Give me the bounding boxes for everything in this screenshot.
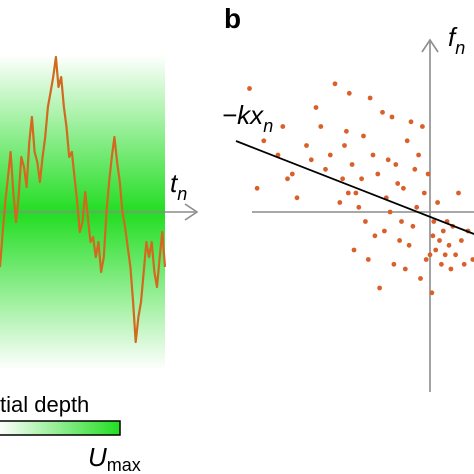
y-axis-label: fn (448, 22, 465, 58)
scatter-point (437, 238, 442, 243)
scatter-point (423, 257, 429, 262)
scatter-point (323, 166, 328, 172)
scatter-point (372, 233, 378, 239)
panel-a: tn tial depth Umax (0, 55, 199, 474)
scatter-point (427, 252, 433, 258)
scatter-point (382, 228, 387, 234)
scatter-point (351, 247, 357, 253)
scatter-point (414, 204, 420, 210)
scatter-point (397, 238, 402, 243)
fit-line (235, 140, 474, 235)
scatter-point (280, 124, 286, 129)
scatter-point (318, 124, 324, 129)
scatter-point (377, 285, 382, 291)
scatter-point (421, 190, 427, 196)
scatter-point (453, 252, 458, 258)
scatter-point (385, 157, 391, 163)
scatter-point (393, 162, 399, 167)
scatter-point (387, 209, 393, 215)
scatter-point (433, 247, 439, 253)
colorbar-title: tial depth (0, 392, 89, 417)
scatter-point (359, 176, 364, 182)
scatter-point (389, 114, 395, 120)
scatter-point (367, 95, 373, 101)
scatter-point (402, 266, 408, 272)
scatter-point (391, 261, 397, 267)
scatter-point (361, 133, 366, 139)
panel-a-time-axis-arrow (184, 203, 199, 221)
scatter-point (346, 90, 352, 96)
scatter-point (308, 157, 314, 163)
scatter-point (448, 266, 454, 272)
scatter-point (313, 105, 319, 110)
scatter-point (410, 223, 416, 229)
scatter-point (304, 143, 309, 148)
scatter-point (363, 219, 368, 224)
scatter-point (456, 190, 461, 196)
scatter-point (459, 238, 464, 243)
scatter-point (442, 252, 448, 258)
scatter-point (380, 109, 385, 115)
panel-b: b fn −kxn (222, 3, 474, 392)
scatter-point (395, 181, 401, 186)
force-trace-line (0, 55, 167, 344)
scatter-point (327, 152, 333, 158)
scatter-point (416, 152, 421, 158)
scatter-point (401, 185, 406, 191)
scatter-point (337, 200, 343, 205)
scatter-point (340, 176, 345, 182)
scatter-point (425, 171, 431, 177)
scatter-point (353, 190, 359, 196)
scatter-point (431, 219, 437, 224)
scatter-point (440, 228, 446, 234)
scatter-points (247, 81, 474, 296)
scatter-point (342, 143, 347, 148)
scatter-point (461, 261, 467, 267)
scatter-point (399, 219, 404, 224)
scatter-point (254, 185, 260, 191)
scatter-point (446, 242, 452, 248)
panel-b-y-axis-arrow (421, 38, 439, 53)
scatter-point (289, 171, 295, 177)
scatter-point (332, 81, 338, 87)
scatter-point (439, 261, 444, 267)
scatter-point (430, 233, 436, 239)
scatter-point (420, 124, 425, 129)
scatter-point (370, 152, 376, 158)
scatter-point (349, 162, 355, 167)
scatter-point (375, 171, 381, 177)
scatter-point (406, 242, 412, 248)
scatter-point (412, 166, 418, 172)
time-axis-label: tn (170, 168, 187, 204)
scatter-point (404, 138, 410, 144)
scatter-point (365, 257, 371, 262)
scatter-point (435, 200, 440, 205)
panel-b-letter: b (224, 3, 241, 34)
scatter-point (429, 290, 435, 296)
scatter-point (345, 190, 351, 196)
fit-line-label: −kxn (222, 100, 273, 136)
scatter-point (418, 276, 423, 281)
scatter-point (261, 138, 267, 144)
scatter-point (294, 195, 300, 201)
scatter-point (356, 204, 362, 210)
colorbar (0, 420, 121, 436)
scatter-point (408, 119, 414, 125)
colorbar-max-label: Umax (88, 442, 141, 474)
scatter-point (247, 86, 252, 91)
scatter-point (344, 128, 349, 134)
scatter-point (470, 257, 474, 262)
scatter-point (285, 176, 290, 182)
